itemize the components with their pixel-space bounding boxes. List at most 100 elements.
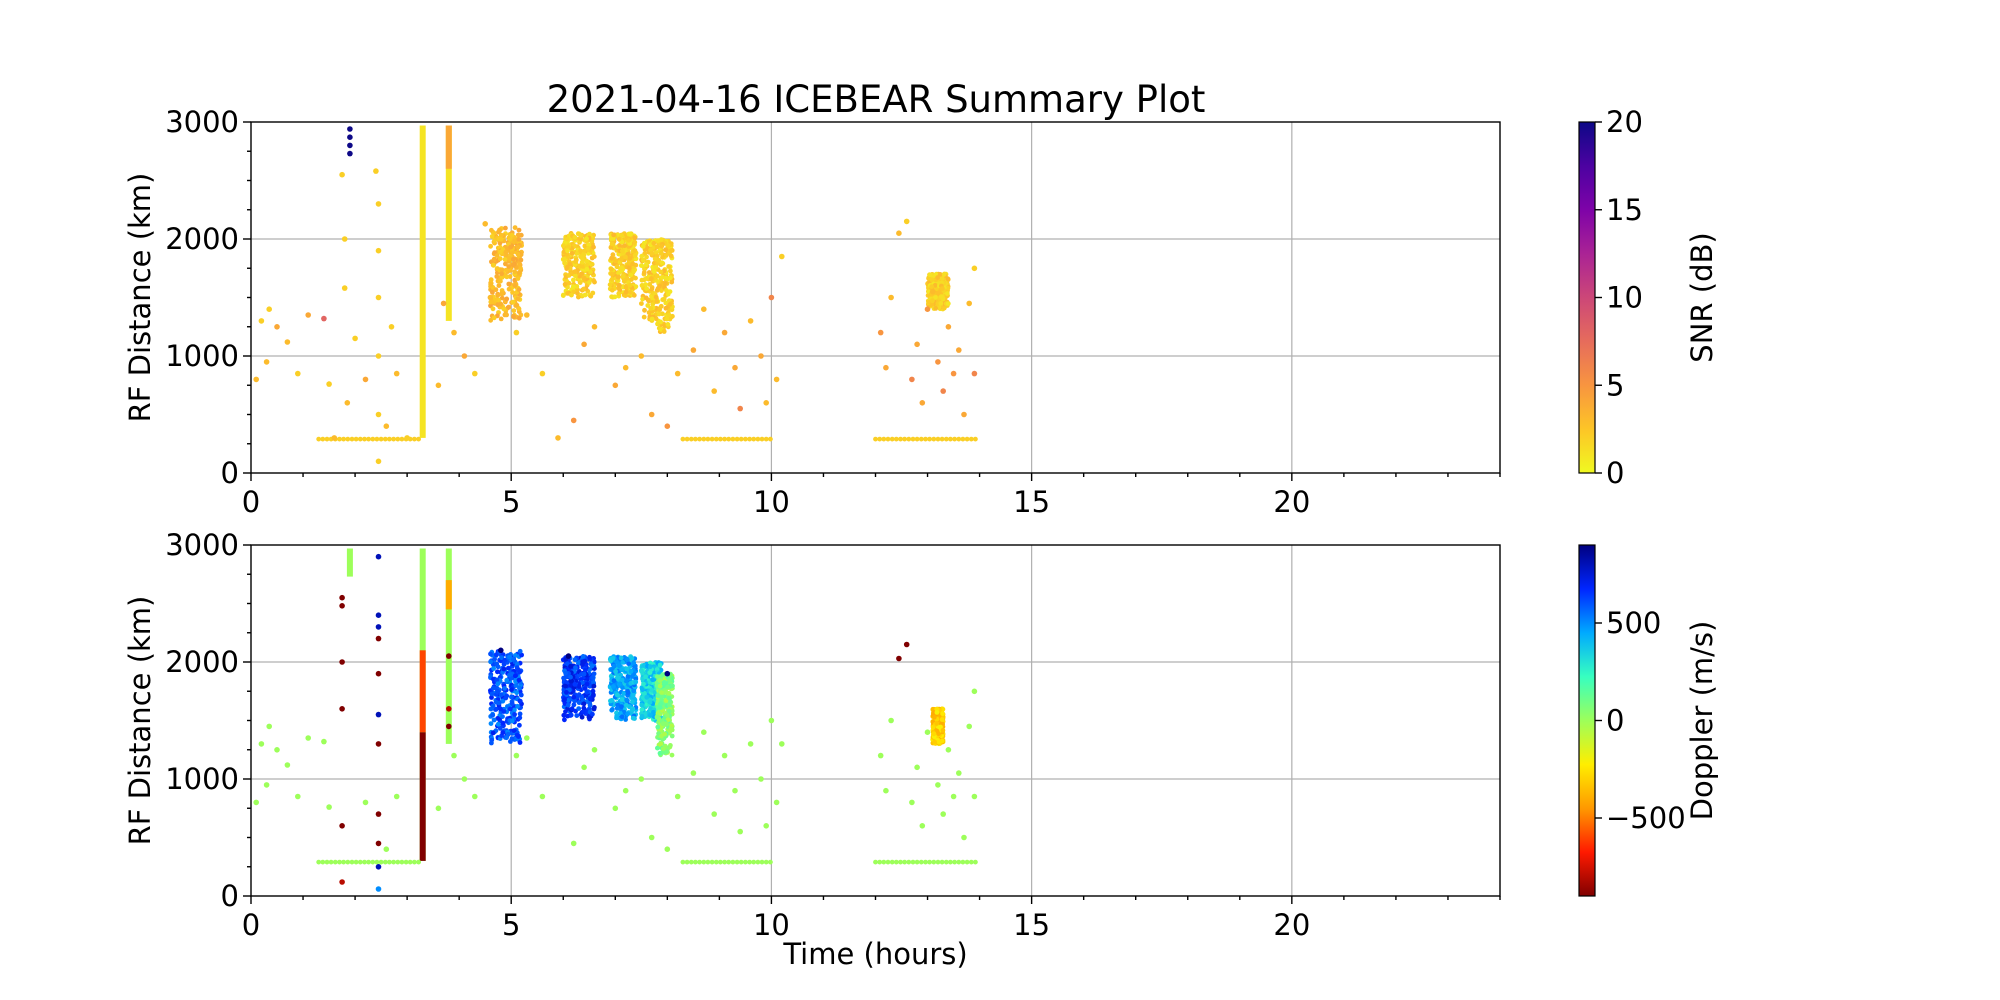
echo-point — [668, 275, 673, 281]
colorbar-tick-label: 0 — [1606, 456, 1624, 490]
echo-point — [624, 275, 630, 281]
data-point — [352, 335, 358, 342]
echo-point — [571, 694, 577, 700]
echo-point — [591, 706, 597, 712]
echo-point — [586, 714, 592, 720]
echo-point — [934, 721, 940, 726]
echo-point — [657, 683, 663, 689]
echo-point — [642, 690, 647, 696]
data-point — [341, 285, 348, 291]
data-point — [375, 711, 382, 718]
echo-point — [943, 859, 949, 865]
echo-point — [374, 859, 380, 865]
echo-point — [499, 291, 505, 297]
echo-point — [902, 436, 907, 442]
x-tick-label: 5 — [502, 485, 520, 519]
echo-point — [579, 271, 585, 277]
echo-point — [628, 669, 634, 674]
data-point — [461, 776, 468, 782]
echo-point — [662, 690, 668, 695]
echo-point — [643, 674, 648, 680]
data-point — [971, 793, 978, 800]
echo-point — [490, 703, 496, 709]
data-point — [773, 799, 780, 806]
y-tick-label: 3000 — [165, 105, 239, 139]
echo-point — [631, 688, 637, 694]
echo-point — [933, 306, 939, 311]
echo-point — [579, 259, 585, 265]
echo-point — [495, 664, 501, 670]
echo-point — [929, 277, 935, 283]
echo-point — [512, 653, 518, 658]
echo-point — [881, 859, 887, 865]
echo-point — [625, 673, 631, 679]
data-point — [482, 221, 489, 227]
data-point — [664, 670, 671, 677]
echo-point — [648, 306, 654, 311]
echo-point — [923, 859, 928, 865]
echo-point — [873, 859, 878, 865]
data-point — [375, 811, 382, 817]
echo-point — [936, 739, 942, 745]
echo-point — [625, 711, 631, 717]
echo-point — [495, 302, 500, 308]
echo-point — [632, 248, 638, 254]
echo-point — [666, 695, 672, 701]
data-point — [935, 782, 941, 788]
echo-point — [639, 669, 645, 674]
echo-point — [578, 248, 583, 254]
echo-point — [562, 717, 567, 723]
data-point — [339, 594, 345, 601]
data-point — [971, 688, 978, 695]
echo-point — [519, 652, 524, 658]
data-point — [375, 886, 382, 892]
echo-point — [514, 661, 520, 667]
echo-point — [510, 290, 515, 295]
y-tick-label: 3000 — [165, 528, 239, 562]
data-point — [341, 236, 348, 242]
data-point — [263, 359, 270, 365]
data-point — [344, 400, 351, 406]
echo-point — [374, 436, 380, 442]
echo-point — [663, 281, 668, 286]
echo-point — [619, 697, 625, 702]
data-point — [664, 423, 671, 430]
data-point — [758, 353, 764, 359]
echo-point — [610, 707, 615, 712]
echo-point — [657, 678, 663, 683]
echo-point — [497, 227, 502, 233]
echo-point — [509, 687, 514, 693]
echo-point — [500, 720, 506, 726]
echo-point — [639, 283, 645, 288]
echo-point — [914, 859, 920, 865]
data-point — [956, 347, 962, 353]
echo-point — [616, 675, 622, 680]
echo-point — [619, 256, 624, 262]
echo-point — [489, 695, 494, 700]
data-point — [472, 793, 478, 800]
echo-point — [624, 702, 629, 708]
echo-point — [655, 745, 660, 751]
data-point — [375, 247, 382, 254]
echo-point — [337, 436, 342, 442]
echo-point — [898, 436, 903, 442]
echo-point — [501, 666, 507, 672]
echo-point — [391, 859, 396, 865]
echo-point — [666, 243, 671, 249]
echo-point — [510, 262, 516, 268]
data-point — [896, 655, 902, 662]
echo-point — [561, 712, 567, 718]
data-point — [362, 376, 369, 383]
echo-point — [587, 702, 593, 708]
data-point — [347, 126, 353, 132]
echo-point — [353, 859, 359, 865]
echo-point — [665, 717, 671, 723]
echo-point — [584, 266, 590, 272]
echo-point — [658, 269, 664, 275]
echo-point — [619, 704, 624, 710]
echo-point — [488, 721, 494, 726]
echo-point — [569, 678, 574, 684]
echo-point — [590, 693, 596, 699]
